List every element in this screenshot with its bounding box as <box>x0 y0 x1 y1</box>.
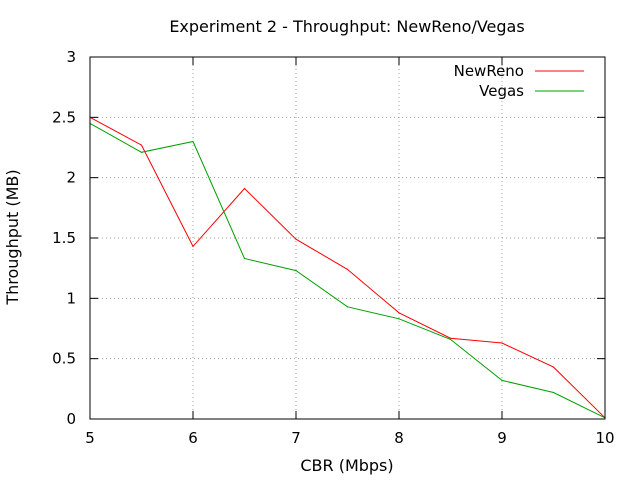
data-point-newreno <box>243 187 246 190</box>
data-point-vegas <box>552 391 555 394</box>
data-point-newreno <box>501 342 503 344</box>
series-line-vegas <box>89 122 606 419</box>
data-point-vegas <box>501 379 503 381</box>
x-tick-label: 5 <box>85 429 95 447</box>
data-point-newreno <box>295 238 297 240</box>
y-tick-label: 2.5 <box>52 108 76 126</box>
data-point-newreno <box>346 268 349 270</box>
series-line-newreno <box>89 116 606 419</box>
plot-frame <box>89 56 606 420</box>
legend-label-vegas: Vegas <box>479 82 524 100</box>
data-point-vegas <box>346 306 349 308</box>
grid-lines <box>90 57 605 419</box>
data-point-vegas <box>295 269 297 272</box>
data-point-vegas <box>449 338 452 340</box>
data-point-vegas <box>192 140 194 143</box>
data-point-vegas <box>140 151 143 153</box>
data-point-vegas <box>398 318 400 320</box>
y-tick-label: 1 <box>66 289 76 307</box>
x-tick-label: 6 <box>188 429 198 447</box>
data-point-vegas <box>243 257 246 260</box>
y-tick-label: 0.5 <box>52 350 76 368</box>
data-point-newreno <box>449 337 452 339</box>
data-point-newreno <box>192 245 194 248</box>
legend: NewReno Vegas <box>454 62 584 100</box>
y-tick-label: 2 <box>66 169 76 187</box>
series-lines <box>89 116 606 419</box>
y-tick-label: 1.5 <box>52 229 76 247</box>
y-tick-label: 0 <box>66 410 76 428</box>
x-tick-label: 10 <box>595 429 614 447</box>
data-point-newreno <box>398 312 400 314</box>
chart-title: Experiment 2 - Throughput: NewReno/Vegas <box>169 17 524 36</box>
x-tick-label: 9 <box>497 429 507 447</box>
y-axis-label: Throughput (MB) <box>3 169 22 305</box>
data-point-newreno <box>140 144 143 146</box>
x-tick-label: 7 <box>291 429 301 447</box>
x-axis-label: CBR (Mbps) <box>300 456 393 475</box>
data-point-newreno <box>552 366 555 368</box>
axis-ticks: 0 0.5 1 1.5 2 2.5 3 5 6 7 8 9 10 <box>52 48 614 447</box>
x-tick-label: 8 <box>394 429 404 447</box>
legend-label-newreno: NewReno <box>454 62 524 80</box>
y-tick-label: 3 <box>66 48 76 66</box>
